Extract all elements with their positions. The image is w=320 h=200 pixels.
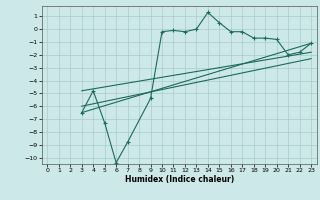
X-axis label: Humidex (Indice chaleur): Humidex (Indice chaleur) <box>124 175 234 184</box>
